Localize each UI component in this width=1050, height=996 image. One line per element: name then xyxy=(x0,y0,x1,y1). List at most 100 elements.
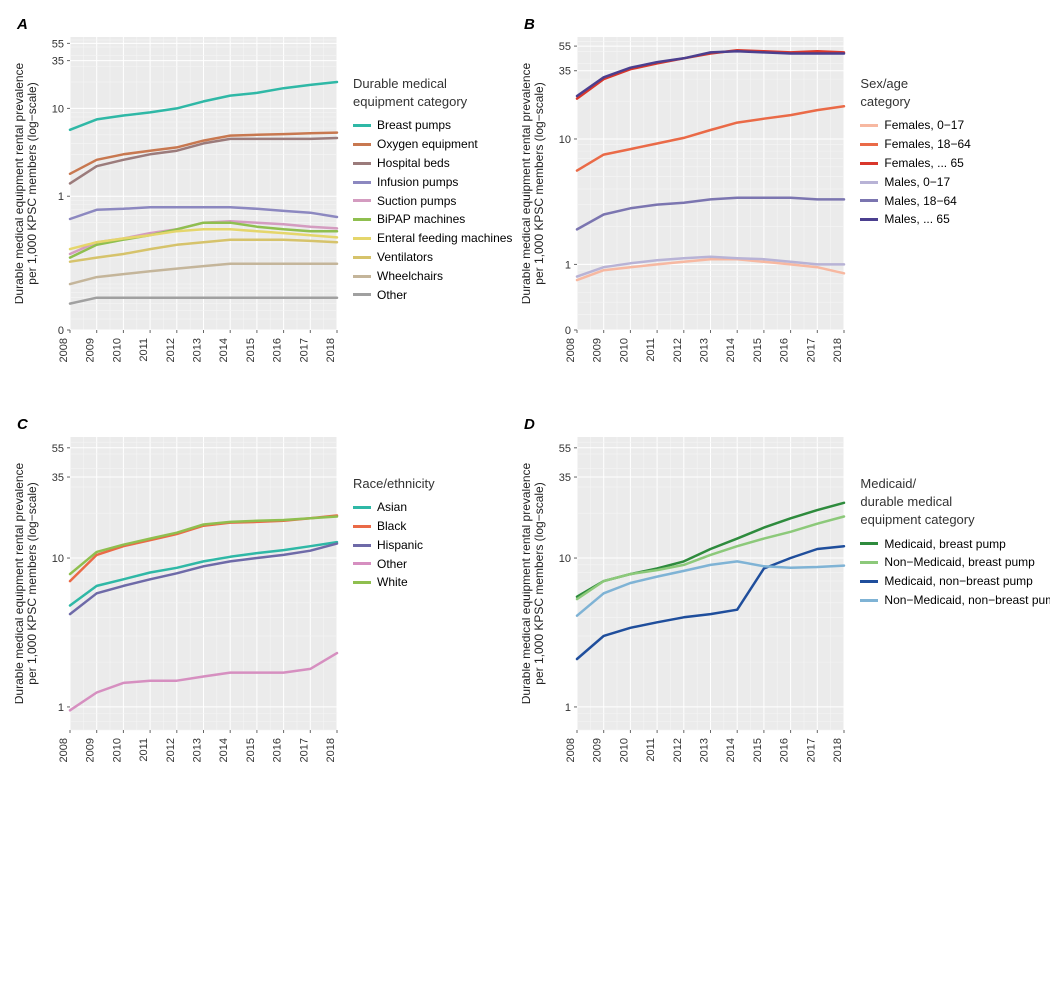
legend-label: Females, ... 65 xyxy=(884,155,963,172)
xtick-label: 2014 xyxy=(726,338,738,362)
legend-label: Hispanic xyxy=(377,537,423,554)
legend-label: Infusion pumps xyxy=(377,174,458,191)
xtick-label: 2016 xyxy=(272,738,284,762)
xtick-label: 2015 xyxy=(245,338,257,362)
legend-label: Other xyxy=(377,287,407,304)
ytick-label: 55 xyxy=(559,443,571,455)
chart-c: 1103555200820092010201120122013201420152… xyxy=(15,415,345,785)
legend-item: Medicaid, non−breast pump xyxy=(860,573,1050,590)
legend-item: Males, ... 65 xyxy=(860,211,970,228)
xtick-label: 2018 xyxy=(832,338,844,362)
xtick-label: 2015 xyxy=(245,738,257,762)
legend-swatch xyxy=(353,506,371,509)
xtick-label: 2018 xyxy=(325,738,337,762)
legend-title: Medicaid/durable medicalequipment catego… xyxy=(860,475,1050,530)
figure-grid: 0 1 10 35 55 2008 2009 2010 2011 2012 2013 2014 2015… xyxy=(15,15,1035,785)
chart-d: 1103555200820092010201120122013201420152… xyxy=(522,415,852,785)
legend-label: Medicaid, breast pump xyxy=(884,536,1005,553)
legend-label: Breast pumps xyxy=(377,117,451,134)
legend-label: Medicaid, non−breast pump xyxy=(884,573,1032,590)
legend-item: Infusion pumps xyxy=(353,174,512,191)
legend-swatch xyxy=(353,181,371,184)
xtick-label: 2008 xyxy=(565,738,577,762)
legend-item: Black xyxy=(353,518,435,535)
xtick-label: 2009 xyxy=(592,738,604,762)
legend-item: Males, 18−64 xyxy=(860,193,970,210)
xtick-label: 2016 xyxy=(779,738,791,762)
xtick-label: 2011 xyxy=(646,338,658,362)
legend-label: Males, ... 65 xyxy=(884,211,949,228)
legend-swatch xyxy=(860,599,878,602)
ytick-label: 35 xyxy=(559,472,571,484)
legend-swatch xyxy=(860,124,878,127)
y-axis-label: per 1,000 KPSC members (log−scale) xyxy=(25,82,39,284)
xtick-label: 2011 xyxy=(646,738,658,762)
legend-label: Black xyxy=(377,518,406,535)
xtick-label: 2008 xyxy=(565,338,577,362)
legend-label: Oxygen equipment xyxy=(377,136,478,153)
legend-swatch xyxy=(860,181,878,184)
legend-label: White xyxy=(377,574,408,591)
legend-item: Females, 18−64 xyxy=(860,136,970,153)
xtick-label: 2018 xyxy=(832,738,844,762)
legend-label: Males, 0−17 xyxy=(884,174,950,191)
legend-swatch xyxy=(860,542,878,545)
legend-item: Wheelchairs xyxy=(353,268,512,285)
legend-item: Females, ... 65 xyxy=(860,155,970,172)
legend-swatch xyxy=(353,525,371,528)
xtick-label: 2018 xyxy=(325,338,337,362)
xtick-label: 2008 xyxy=(58,738,70,762)
panel-label: B xyxy=(524,16,535,33)
chart-b: 0110355520082009201020112012201320142015… xyxy=(522,15,852,385)
panel-label: A xyxy=(16,16,28,33)
ytick-label: 0 xyxy=(565,325,571,337)
xtick-label: 2008 xyxy=(58,338,70,362)
legend-swatch xyxy=(353,237,371,240)
xtick-label: 2013 xyxy=(192,338,204,362)
xtick-label: 2009 xyxy=(85,738,97,762)
panel-label: C xyxy=(17,416,29,433)
legend-swatch xyxy=(353,124,371,127)
ytick-label: 35 xyxy=(52,56,64,68)
xtick-label: 2015 xyxy=(752,738,764,762)
xtick-label: 2010 xyxy=(619,338,631,362)
xtick-label: 2012 xyxy=(672,338,684,362)
legend-label: Enteral feeding machines xyxy=(377,230,512,247)
legend-label: Ventilators xyxy=(377,249,433,266)
xtick-label: 2017 xyxy=(806,338,818,362)
legend-label: BiPAP machines xyxy=(377,211,465,228)
ytick-label: 10 xyxy=(559,553,571,565)
xtick-label: 2010 xyxy=(111,738,123,762)
ytick-label: 1 xyxy=(565,259,571,271)
chart-a: 0110355520082009201020112012201320142015… xyxy=(15,15,345,385)
legend-swatch xyxy=(353,293,371,296)
xtick-label: 2009 xyxy=(592,338,604,362)
legend-item: Males, 0−17 xyxy=(860,174,970,191)
xtick-label: 2012 xyxy=(672,738,684,762)
ytick-label: 55 xyxy=(559,41,571,53)
legend-swatch xyxy=(860,162,878,165)
legend-item: Other xyxy=(353,556,435,573)
legend-label: Suction pumps xyxy=(377,193,456,210)
legend-item: BiPAP machines xyxy=(353,211,512,228)
legend-swatch xyxy=(353,275,371,278)
ytick-label: 0 xyxy=(58,325,64,337)
legend-title: Race/ethnicity xyxy=(353,475,435,493)
legend-swatch xyxy=(353,162,371,165)
legend-item: Breast pumps xyxy=(353,117,512,134)
xtick-label: 2013 xyxy=(699,738,711,762)
y-axis-label: per 1,000 KPSC members (log−scale) xyxy=(532,82,546,284)
ytick-label: 35 xyxy=(559,66,571,78)
legend-swatch xyxy=(353,199,371,202)
legend-item: Hispanic xyxy=(353,537,435,554)
legend-label: Wheelchairs xyxy=(377,268,443,285)
legend-swatch xyxy=(353,544,371,547)
xtick-label: 2016 xyxy=(272,338,284,362)
legend-item: Suction pumps xyxy=(353,193,512,210)
legend: Durable medicalequipment category Breast… xyxy=(353,75,512,305)
panel-d: 1103555200820092010201120122013201420152… xyxy=(522,415,1050,785)
ytick-label: 35 xyxy=(52,472,64,484)
legend-item: Hospital beds xyxy=(353,155,512,172)
legend-item: White xyxy=(353,574,435,591)
xtick-label: 2010 xyxy=(619,738,631,762)
